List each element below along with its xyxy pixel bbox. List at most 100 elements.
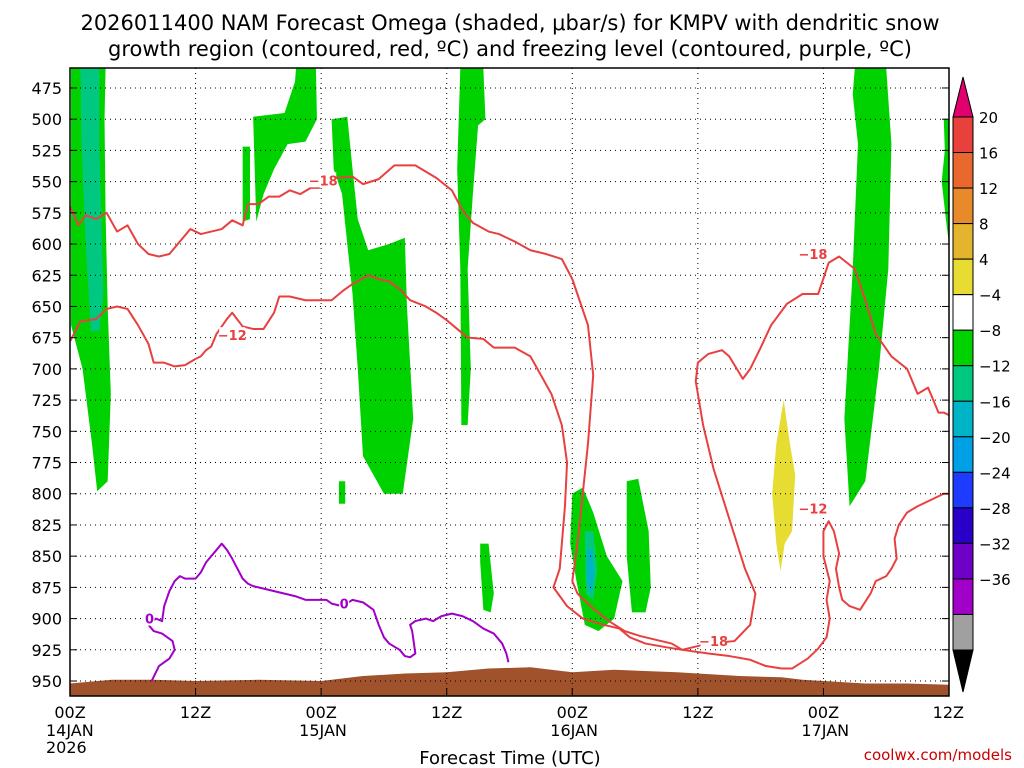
colorbar-label-8: −16 — [979, 393, 1011, 411]
colorbar-bin-12 — [952, 507, 974, 544]
contour-label-bg-5 — [144, 610, 155, 626]
contour-label-bg-6 — [339, 595, 350, 611]
contour-label-0: −18 — [309, 174, 338, 189]
x-tick-year-0: 2026 — [46, 738, 87, 757]
contour-label-bg-0 — [310, 172, 337, 188]
x-tick-date-6: 17JAN — [801, 721, 849, 740]
y-axis: 475 500 525 550 575 600 625 650 675 700 725 750 775 8… — [31, 79, 949, 691]
x-tick-date-4: 16JAN — [550, 721, 598, 740]
contour-label-bg-1 — [219, 327, 246, 343]
shade-omega-4-ubar-s-5 — [338, 481, 346, 504]
x-tick-label-1: 12Z — [180, 703, 211, 722]
colorbar-bottom-arrow — [952, 649, 974, 693]
contours — [70, 164, 949, 682]
shade-omega-4-ubar-s-1 — [242, 146, 250, 222]
colorbar-bin-14 — [952, 578, 974, 615]
plot-area — [70, 68, 949, 696]
y-tick-label-500: 500 — [31, 110, 62, 129]
colorbar-label-0: 20 — [979, 109, 998, 127]
y-tick-label-825: 825 — [31, 516, 62, 535]
shade-omega-4-ubar-s-0 — [772, 400, 796, 572]
colorbar-label-11: −28 — [979, 500, 1011, 518]
contour-labels: −18 −12 −18 −12 −18 0 0 — [144, 172, 827, 650]
y-tick-label-475: 475 — [31, 79, 62, 98]
contour-dgz-12-c — [70, 274, 949, 670]
x-tick-label-0: 00Z — [54, 703, 85, 722]
colorbar-bin-7 — [952, 329, 974, 367]
contour-label-3: −12 — [798, 503, 827, 518]
plot-frame — [69, 67, 950, 697]
contour-label-bg-2 — [799, 246, 826, 262]
y-tick-label-600: 600 — [31, 235, 62, 254]
colorbar-bin-15 — [952, 613, 974, 651]
y-tick-label-875: 875 — [31, 578, 62, 597]
contour-label-5: 0 — [145, 613, 154, 628]
y-tick-label-650: 650 — [31, 297, 62, 316]
grid — [70, 68, 949, 696]
colorbar-bin-11 — [952, 471, 974, 509]
colorbar-bin-8 — [952, 365, 974, 402]
colorbar-label-10: −24 — [979, 464, 1011, 482]
chart-title-line-1: 2026011400 NAM Forecast Omega (shaded, μ… — [80, 11, 939, 35]
x-tick-label-7: 12Z — [933, 703, 964, 722]
y-tick-label-675: 675 — [31, 329, 62, 348]
chart-title-line-2: growth region (contoured, red, ºC) and f… — [108, 37, 912, 61]
contour-label-bg-4 — [700, 633, 727, 649]
colorbar-bin-6 — [952, 294, 974, 331]
shade-omega-4-ubar-s-9 — [844, 68, 892, 507]
x-tick-date-0: 14JAN — [46, 721, 94, 740]
colorbar-label-1: 16 — [979, 145, 998, 163]
contour-label-2: −18 — [798, 248, 827, 263]
x-tick-label-4: 00Z — [557, 703, 588, 722]
contour-label-bg-3 — [799, 500, 826, 516]
shade-omega-4-ubar-s-8 — [626, 478, 651, 613]
y-tick-label-700: 700 — [31, 360, 62, 379]
colorbar-top-arrow — [952, 76, 974, 118]
contour-freezing-level-0-c — [147, 542, 510, 682]
y-tick-label-525: 525 — [31, 141, 62, 160]
y-tick-label-725: 725 — [31, 391, 62, 410]
colorbar-bin-13 — [952, 542, 974, 580]
shade-omega-4-ubar-s-6 — [480, 543, 494, 613]
shade-omega-4-ubar-s-4 — [457, 68, 486, 426]
x-tick-label-5: 12Z — [682, 703, 713, 722]
colorbar: 20 16 12 8 4 −4 −8 −12 −16 −20 −24 −28 −32 −36 — [952, 76, 1011, 693]
colorbar-label-3: 8 — [979, 216, 989, 234]
terrain-surface — [70, 667, 949, 696]
colorbar-bin-5 — [952, 258, 974, 296]
x-tick-label-3: 12Z — [431, 703, 462, 722]
y-tick-label-550: 550 — [31, 173, 62, 192]
shade-omega-4-ubar-s-2 — [253, 68, 317, 222]
y-tick-label-950: 950 — [31, 672, 62, 691]
colorbar-bin-3 — [952, 187, 974, 225]
x-tick-label-6: 00Z — [808, 703, 839, 722]
colorbar-label-7: −12 — [979, 358, 1011, 376]
contour-label-4: −18 — [699, 635, 728, 650]
y-tick-label-800: 800 — [31, 485, 62, 504]
colorbar-label-6: −8 — [979, 322, 1001, 340]
colorbar-label-4: 4 — [979, 251, 989, 269]
shade-omega-12-ubar-s-0 — [586, 549, 595, 594]
colorbar-label-9: −20 — [979, 429, 1011, 447]
colorbar-label-2: 12 — [979, 180, 998, 198]
contour-dgz-18-c — [70, 164, 949, 651]
colorbar-bin-9 — [952, 400, 974, 438]
colorbar-bin-4 — [952, 223, 974, 260]
colorbar-bin-1 — [952, 116, 974, 154]
colorbar-label-13: −36 — [979, 571, 1011, 589]
x-tick-label-2: 00Z — [305, 703, 336, 722]
y-tick-label-900: 900 — [31, 610, 62, 629]
y-tick-label-575: 575 — [31, 204, 62, 223]
contour-label-1: −12 — [218, 329, 247, 344]
y-tick-label-625: 625 — [31, 266, 62, 285]
credit-link[interactable]: coolwx.com/models — [864, 746, 1012, 764]
colorbar-label-5: −4 — [979, 287, 1001, 305]
y-tick-label-850: 850 — [31, 547, 62, 566]
shade-omega-4-ubar-s-3 — [331, 116, 414, 494]
y-tick-label-925: 925 — [31, 641, 62, 660]
x-tick-date-2: 15JAN — [299, 721, 347, 740]
contour-label-6: 0 — [340, 598, 349, 613]
colorbar-label-12: −32 — [979, 535, 1011, 553]
